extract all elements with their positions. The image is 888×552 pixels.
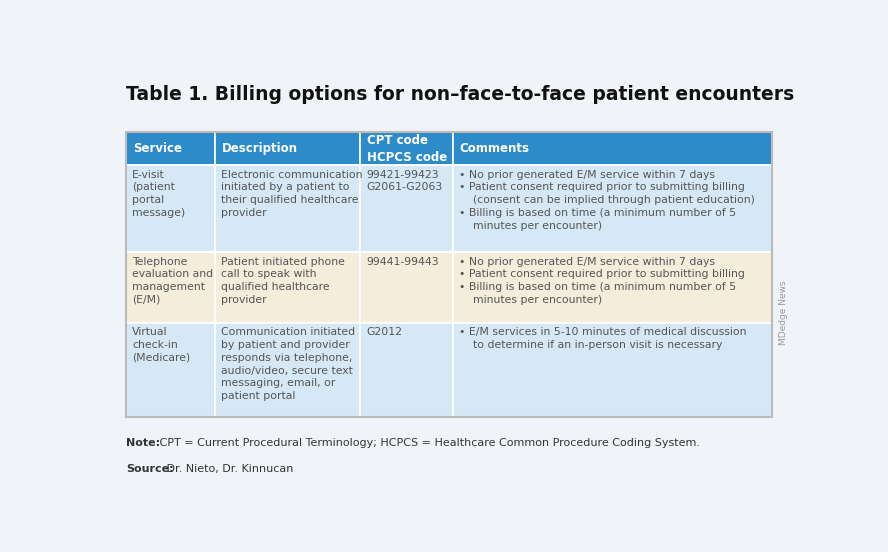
Text: G2012: G2012 [367, 327, 402, 337]
Bar [126, 166, 215, 252]
Bar [453, 323, 772, 417]
Bar [361, 132, 453, 166]
Text: Electronic communication
initiated by a patient to
their qualified healthcare
pr: Electronic communication initiated by a … [221, 169, 363, 218]
Bar [215, 132, 361, 166]
Bar [215, 166, 361, 252]
Text: Source:: Source: [126, 464, 174, 474]
Bar [126, 132, 772, 417]
Text: Table 1. Billing options for non–face-to-face patient encounters: Table 1. Billing options for non–face-to… [126, 86, 795, 104]
Text: CPT code
HCPCS code: CPT code HCPCS code [368, 134, 448, 163]
Text: 99441-99443: 99441-99443 [367, 257, 440, 267]
Text: Comments: Comments [460, 142, 529, 155]
Bar [215, 323, 361, 417]
Bar [126, 252, 215, 323]
Text: 99421-99423
G2061-G2063: 99421-99423 G2061-G2063 [367, 169, 443, 193]
Bar [126, 323, 215, 417]
Bar [215, 252, 361, 323]
Text: Note:: Note: [126, 438, 160, 448]
Text: Dr. Nieto, Dr. Kinnucan: Dr. Nieto, Dr. Kinnucan [163, 464, 293, 474]
Text: CPT = Current Procedural Terminology; HCPCS = Healthcare Common Procedure Coding: CPT = Current Procedural Terminology; HC… [155, 438, 700, 448]
Bar [361, 323, 453, 417]
Text: Communication initiated
by patient and provider
responds via telephone,
audio/vi: Communication initiated by patient and p… [221, 327, 355, 401]
Text: Patient initiated phone
call to speak with
qualified healthcare
provider: Patient initiated phone call to speak wi… [221, 257, 345, 305]
Bar [126, 132, 215, 166]
Text: Description: Description [222, 142, 298, 155]
Bar [453, 252, 772, 323]
Text: Virtual
check-in
(Medicare): Virtual check-in (Medicare) [132, 327, 191, 363]
Text: Service: Service [133, 142, 182, 155]
Text: MDedge News: MDedge News [779, 280, 788, 345]
Text: • E/M services in 5-10 minutes of medical discussion
    to determine if an in-p: • E/M services in 5-10 minutes of medica… [459, 327, 747, 350]
Bar [361, 252, 453, 323]
Bar [453, 166, 772, 252]
Text: Telephone
evaluation and
management
(E/M): Telephone evaluation and management (E/M… [132, 257, 213, 305]
Text: E-visit
(patient
portal
message): E-visit (patient portal message) [132, 169, 186, 218]
Bar [361, 166, 453, 252]
Text: • No prior generated E/M service within 7 days
• Patient consent required prior : • No prior generated E/M service within … [459, 257, 745, 305]
Bar [453, 132, 772, 166]
Text: • No prior generated E/M service within 7 days
• Patient consent required prior : • No prior generated E/M service within … [459, 169, 755, 231]
